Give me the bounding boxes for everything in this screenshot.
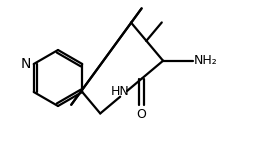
Text: NH₂: NH₂	[194, 54, 218, 67]
Text: N: N	[20, 57, 31, 71]
Text: HN: HN	[111, 85, 130, 98]
Text: O: O	[137, 108, 147, 121]
